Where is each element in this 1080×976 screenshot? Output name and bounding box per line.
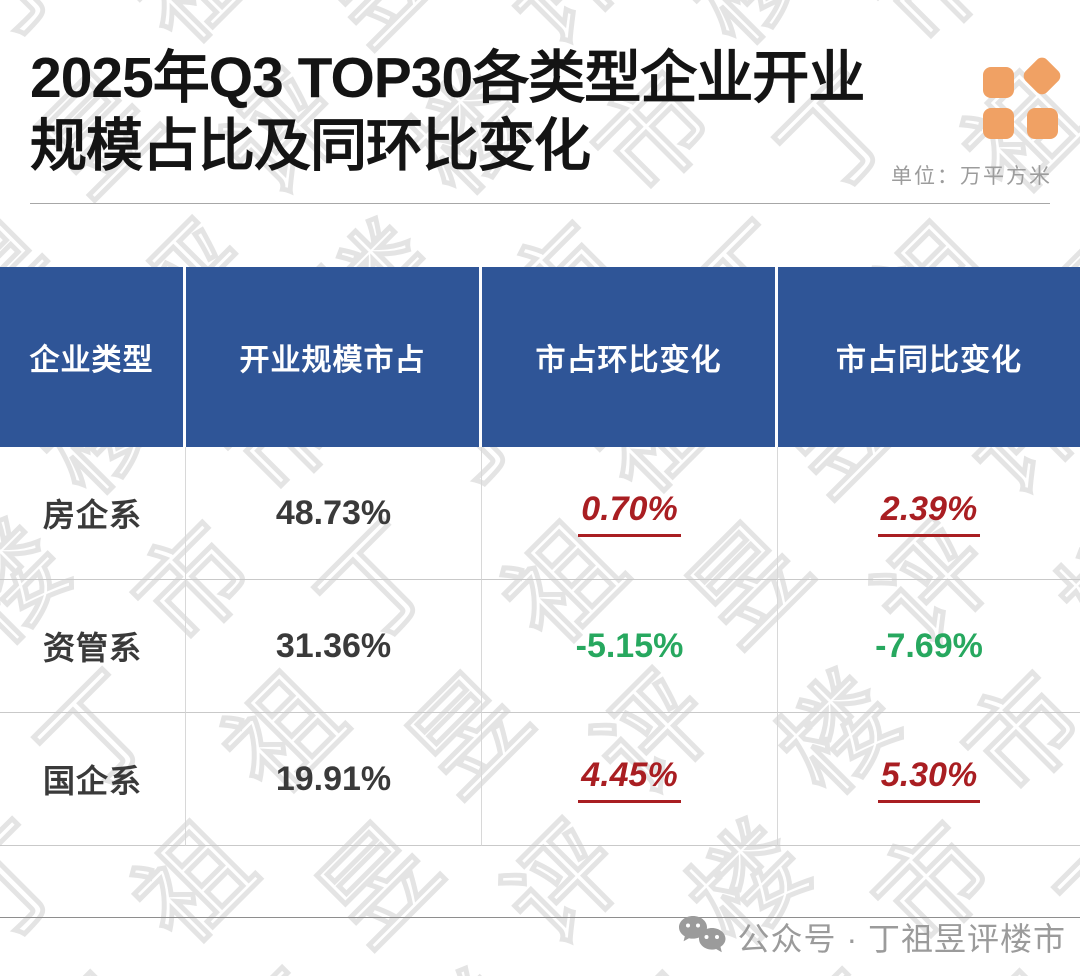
qoq-value: 4.45% [578,756,681,803]
qoq-value: -5.15% [575,626,684,665]
logo-square-icon [983,67,1014,98]
wechat-icon [678,916,726,953]
column-header-share: 开业规模市占 [186,267,482,447]
table-row-yoy-change: 2.39% [778,447,1080,580]
page-title: 2025年Q3 TOP30各类型企业开业 规模占比及同环比变化 [30,44,865,180]
logo-square-icon [983,108,1014,139]
yoy-value: 5.30% [877,756,981,803]
wechat-account-label: 公众号 · 丁祖昱评楼市 [737,921,1066,957]
yoy-value: -7.69% [875,626,983,665]
table-row-yoy-change: 5.30% [778,713,1080,846]
logo-square-icon [1027,108,1058,139]
table-row-qoq-change: 0.70% [482,447,778,580]
table-row-yoy-change: -7.69% [778,580,1080,713]
table-row-qoq-change: -5.15% [482,580,778,713]
column-header-type: 企业类型 [0,267,186,447]
table-row-type: 房企系 [0,447,186,580]
table-row-share: 31.36% [186,580,482,713]
footer-divider [0,917,1080,918]
unit-label: 单位：万平方米 [891,165,1052,188]
title-divider [30,203,1050,204]
logo-diamond-icon [1020,54,1064,98]
table-row-type: 资管系 [0,580,186,713]
data-table: 企业类型 开业规模市占 市占环比变化 市占同比变化 房企系 48.73% 0.7… [0,267,1080,846]
brand-logo-icon [983,54,1064,140]
table-row-qoq-change: 4.45% [482,713,778,846]
column-header-yoy: 市占同比变化 [778,267,1080,447]
page-title-line1: 2025年Q3 TOP30各类型企业开业 [30,46,865,110]
table-row-share: 48.73% [186,447,482,580]
page-title-line2: 规模占比及同环比变化 [30,114,591,178]
table-row-share: 19.91% [186,713,482,846]
qoq-value: 0.70% [578,490,681,537]
column-header-qoq: 市占环比变化 [482,267,778,447]
yoy-value: 2.39% [877,490,981,537]
table-row-type: 国企系 [0,713,186,846]
wechat-account: 公众号 · 丁祖昱评楼市 [676,910,1066,964]
